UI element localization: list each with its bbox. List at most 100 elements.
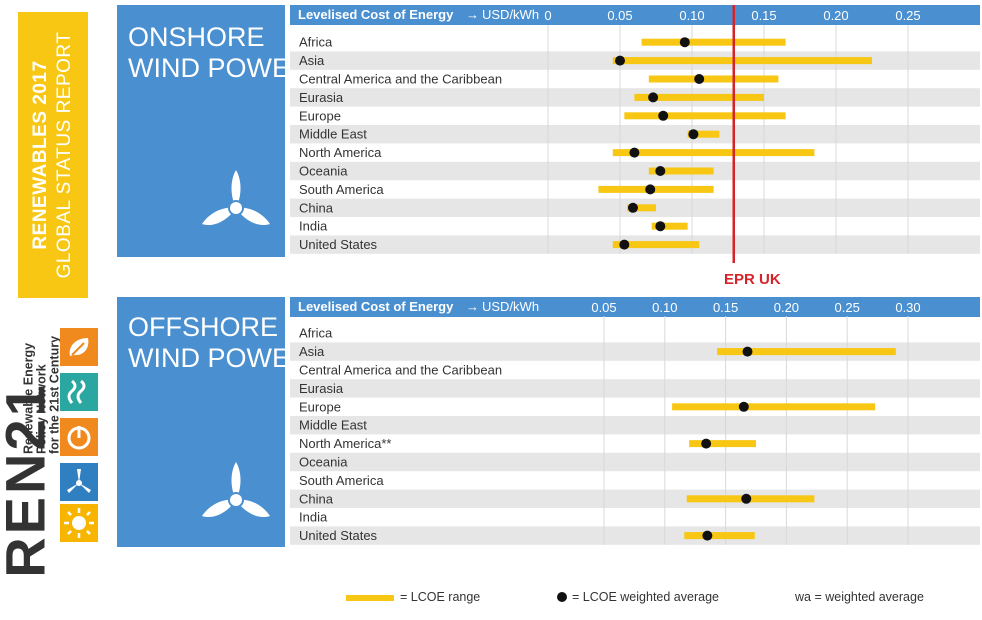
onshore-title: ONSHORE WIND POWER xyxy=(128,22,310,84)
onshore-axis-header: Levelised Cost of Energy → USD/kWh xyxy=(290,5,980,25)
onshore-range-bar xyxy=(612,149,815,157)
offshore-title-line2: WIND POWER xyxy=(128,343,310,373)
offshore-row-stripe xyxy=(290,416,980,435)
onshore-avg-dot xyxy=(655,166,666,176)
offshore-row-label: India xyxy=(299,510,328,525)
offshore-row-stripe xyxy=(290,452,980,472)
wind-turbine-icon xyxy=(202,462,270,518)
onshore-row-label: United States xyxy=(299,237,378,252)
legend-note: wa = weighted average xyxy=(795,590,924,604)
offshore-axis-label: Levelised Cost of Energy xyxy=(298,299,454,314)
legend-range-swatch xyxy=(346,595,394,601)
onshore-row-label: South America xyxy=(299,182,384,197)
onshore-tick-label: 0.15 xyxy=(751,8,776,23)
epr-uk-label: EPR UK xyxy=(724,271,781,288)
offshore-avg-dot xyxy=(701,438,712,449)
onshore-title-line1: ONSHORE xyxy=(128,22,265,52)
offshore-row-label: Middle East xyxy=(299,418,367,433)
offshore-row-stripe xyxy=(290,526,980,545)
onshore-avg-dot xyxy=(655,221,666,232)
legend-average-dot xyxy=(557,592,567,602)
onshore-row-label: North America xyxy=(299,145,382,160)
offshore-row-label: China xyxy=(299,491,334,506)
offshore-row-label: United States xyxy=(299,528,378,543)
offshore-row-label: Africa xyxy=(299,326,333,341)
onshore-range-bar xyxy=(612,57,872,65)
onshore-avg-dot xyxy=(619,239,630,250)
legend-range-label: = LCOE range xyxy=(400,590,481,604)
onshore-avg-dot xyxy=(648,92,659,103)
onshore-tick-label: 0.20 xyxy=(823,8,848,23)
onshore-tick-label: 0.25 xyxy=(895,8,920,23)
onshore-range-bar xyxy=(624,112,786,120)
offshore-range-bar xyxy=(717,348,896,356)
offshore-range-bar xyxy=(689,440,756,448)
biomass-tile-icon xyxy=(60,328,98,366)
legend-average-label: = LCOE weighted average xyxy=(572,590,719,604)
onshore-row-label: Middle East xyxy=(299,127,367,142)
onshore-avg-dot xyxy=(658,110,669,121)
power-tile-icon xyxy=(60,418,98,456)
offshore-tick-label: 0.15 xyxy=(713,300,738,315)
onshore-range-bar xyxy=(648,75,779,83)
offshore-title-line1: OFFSHORE xyxy=(128,312,279,342)
onshore-range-bar xyxy=(612,241,700,249)
offshore-row-label: Central America and the Caribbean xyxy=(299,363,502,378)
offshore-row-label: Europe xyxy=(299,399,341,414)
offshore-row-label: South America xyxy=(299,473,384,488)
onshore-avg-dot xyxy=(688,129,699,140)
onshore-tick-label: 0.10 xyxy=(679,8,704,23)
offshore-avg-dot xyxy=(741,493,752,504)
onshore-row-label: Europe xyxy=(299,108,341,123)
offshore-axis-header: Levelised Cost of Energy → USD/kWh xyxy=(290,297,980,317)
onshore-row-label: Africa xyxy=(299,35,333,50)
onshore-tick-label: 0 xyxy=(544,8,551,23)
onshore-axis-unit: USD/kWh xyxy=(482,7,540,22)
onshore-row-label: Eurasia xyxy=(299,90,344,105)
solar-tile-icon xyxy=(60,504,98,542)
offshore-row-label: North America** xyxy=(299,436,391,451)
offshore-tick-label: 0.25 xyxy=(835,300,860,315)
offshore-axis-unit: USD/kWh xyxy=(482,299,540,314)
onshore-tick-label: 0.05 xyxy=(607,8,632,23)
onshore-axis-label: Levelised Cost of Energy xyxy=(298,7,454,22)
offshore-avg-dot xyxy=(742,346,753,357)
onshore-row-stripe xyxy=(290,161,980,181)
offshore-tick-label: 0.30 xyxy=(895,300,920,315)
onshore-avg-dot xyxy=(694,74,705,84)
onshore-avg-dot xyxy=(627,202,638,213)
offshore-axis-arrow: → xyxy=(466,299,479,314)
offshore-row-label: Eurasia xyxy=(299,381,344,396)
onshore-row-label: Oceania xyxy=(299,164,348,179)
onshore-avg-dot xyxy=(615,55,625,66)
onshore-title-line2: WIND POWER xyxy=(128,53,310,83)
onshore-avg-dot xyxy=(679,37,690,48)
onshore-range-bar xyxy=(648,167,714,175)
wind-turbine-icon xyxy=(202,170,270,226)
offshore-title: OFFSHORE WIND POWER xyxy=(128,312,310,374)
report-banner: RENEWABLES 2017 GLOBAL STATUS REPORT xyxy=(18,12,88,298)
offshore-tick-label: 0.10 xyxy=(652,300,677,315)
wind-tile-icon xyxy=(60,463,98,501)
offshore-row-stripe xyxy=(290,379,980,398)
offshore-range-bar xyxy=(684,532,755,540)
onshore-row-label: China xyxy=(299,200,334,215)
offshore-tick-label: 0.05 xyxy=(591,300,616,315)
onshore-range-bar xyxy=(651,222,688,230)
onshore-range-bar xyxy=(598,185,714,193)
onshore-range-bar xyxy=(627,204,656,212)
onshore-range-bar xyxy=(687,130,720,138)
offshore-row-label: Oceania xyxy=(299,455,348,470)
offshore-tick-label: 0.20 xyxy=(774,300,799,315)
offshore-range-bar xyxy=(672,403,876,411)
onshore-row-label: Asia xyxy=(299,53,325,68)
onshore-row-stripe xyxy=(290,125,980,144)
onshore-axis-arrow: → xyxy=(466,7,479,22)
offshore-row-stripe xyxy=(290,489,980,508)
onshore-row-label: India xyxy=(299,219,328,234)
offshore-row-stripe xyxy=(290,342,980,361)
onshore-avg-dot xyxy=(629,147,640,158)
onshore-range-bar xyxy=(634,93,764,101)
onshore-avg-dot xyxy=(645,184,656,195)
